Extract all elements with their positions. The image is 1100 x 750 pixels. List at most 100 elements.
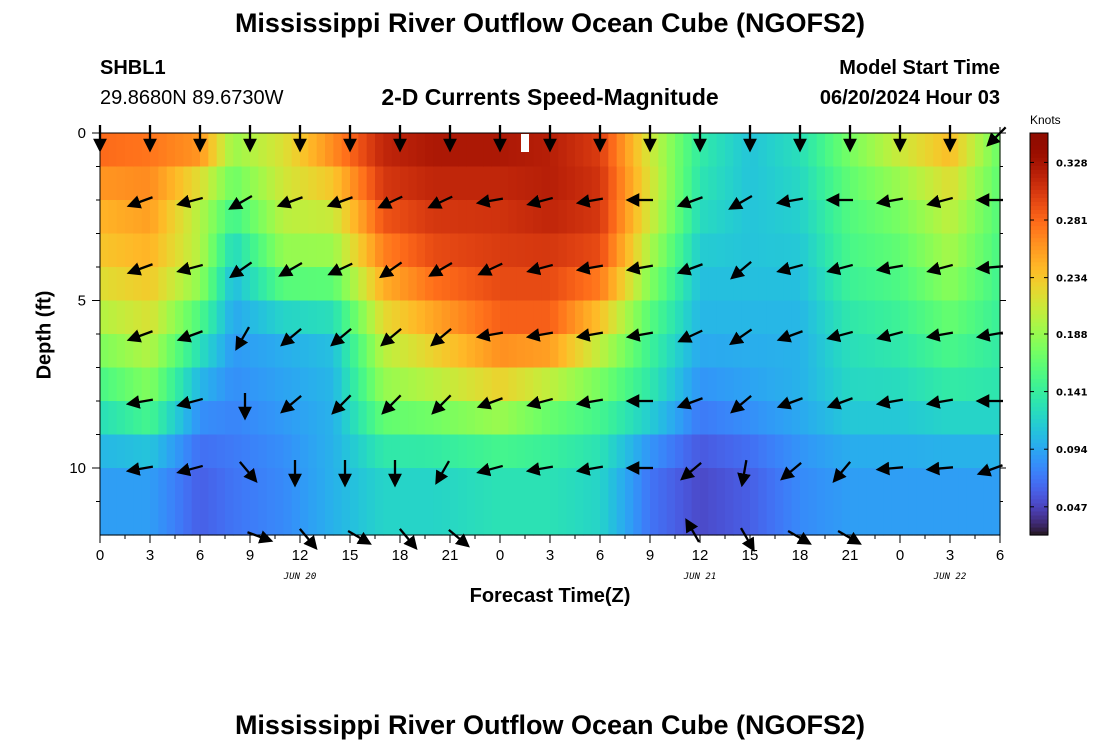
heatmap-cell (141, 267, 151, 302)
heatmap-cell (458, 200, 468, 235)
heatmap-cell (216, 468, 226, 503)
heatmap-cell (150, 468, 159, 503)
heatmap-cell (175, 300, 184, 335)
heatmap-cell (641, 434, 651, 469)
colorbar-swatch (1030, 217, 1048, 223)
heatmap-cell (466, 166, 476, 201)
heatmap-cell (791, 300, 801, 335)
heatmap-cell (916, 334, 926, 369)
heatmap-cell (183, 267, 193, 302)
heatmap-cell (991, 166, 1001, 201)
heatmap-cell (708, 334, 718, 369)
heatmap-cell (925, 166, 934, 201)
heatmap-cell (500, 501, 509, 536)
heatmap-cell (925, 501, 934, 536)
heatmap-cell (975, 501, 984, 536)
colorbar-tick-label: 0.094 (1056, 445, 1088, 456)
axes: 0 3 6 9 12 15 18 21 0 3 6 9 12 15 18 21 0 3 6 JUN 20 JUN 21 J… (69, 125, 1006, 582)
heatmap-cell (450, 267, 459, 302)
heatmap-cell (100, 367, 109, 402)
heatmap-cell (141, 434, 151, 469)
heatmap-cell (975, 166, 984, 201)
heatmap-cell (116, 367, 126, 402)
heatmap-cell (233, 367, 243, 402)
heatmap-cell (983, 300, 993, 335)
heatmap-cell (583, 233, 593, 268)
heatmap-cell (916, 166, 926, 201)
heatmap-cell (675, 401, 684, 436)
current-vector-arrow (235, 326, 250, 351)
heatmap-cell (558, 334, 568, 369)
heatmap-cell (750, 166, 759, 201)
heatmap-cell (208, 200, 218, 235)
heatmap-cell (666, 401, 676, 436)
current-vector-arrow (826, 396, 853, 410)
colorbar-swatch (1030, 334, 1048, 339)
heatmap-cell (625, 200, 634, 235)
heatmap-cell (166, 434, 176, 469)
heatmap-cell (675, 133, 684, 168)
heatmap-cell (216, 133, 226, 168)
heatmap-cell (983, 434, 993, 469)
heatmap-cell (533, 300, 543, 335)
current-vector-arrow (776, 261, 804, 276)
y-tick-label: 0 (78, 125, 86, 142)
heatmap-cell (508, 233, 518, 268)
heatmap-cell (175, 468, 184, 503)
heatmap-cell (950, 300, 959, 335)
heatmap-cell (200, 468, 209, 503)
x-tick-label: 3 (946, 547, 954, 564)
heatmap-cell (483, 367, 493, 402)
heatmap-cell (550, 233, 559, 268)
heatmap-cell (175, 501, 184, 536)
heatmap-cell (208, 267, 218, 302)
heatmap-cell (308, 334, 318, 369)
heatmap-cell (891, 200, 901, 235)
colorbar-swatch (1030, 462, 1048, 468)
heatmap-cell (150, 501, 159, 536)
heatmap-cell (875, 367, 884, 402)
heatmap-cell (858, 233, 868, 268)
heatmap-cell (616, 267, 626, 302)
heatmap-cell (675, 267, 684, 302)
heatmap-cell (150, 267, 159, 302)
heatmap-cell (433, 233, 443, 268)
heatmap-cell (866, 300, 876, 335)
colorbar-swatch (1030, 157, 1048, 162)
current-vector-arrow (126, 329, 153, 343)
heatmap-cell (466, 468, 476, 503)
heatmap-cell (966, 334, 976, 369)
colorbar-swatch (1030, 474, 1048, 480)
current-vector-arrow (377, 195, 403, 209)
heatmap-cell (491, 434, 501, 469)
heatmap-cell (191, 166, 201, 201)
heatmap-cell (483, 200, 493, 235)
heatmap-cell (883, 133, 893, 168)
heatmap-cell (825, 501, 834, 536)
heatmap-cell (508, 300, 518, 335)
heatmap-cell (691, 434, 701, 469)
heatmap-cell (500, 334, 509, 369)
heatmap-cell (316, 233, 326, 268)
heatmap-cell (791, 367, 801, 402)
heatmap-cell (508, 401, 518, 436)
heatmap-cell (350, 233, 359, 268)
heatmap-cell (633, 468, 643, 503)
colorbar: 0.047 0.094 0.141 0.188 0.234 0.281 0.328 (1029, 132, 1088, 536)
heatmap-cell (700, 267, 709, 302)
current-vector-arrow (676, 396, 703, 410)
heatmap-cell (533, 166, 543, 201)
heatmap-cell (883, 434, 893, 469)
heatmap-cell (450, 133, 459, 168)
heatmap-cell (466, 334, 476, 369)
x-tick-label: 21 (842, 547, 859, 564)
heatmap-cell (158, 401, 168, 436)
heatmap-cell (108, 267, 118, 302)
heatmap-cell (275, 334, 284, 369)
heatmap-cell (241, 334, 251, 369)
heatmap-cell (833, 133, 843, 168)
colorbar-swatch (1030, 410, 1048, 415)
heatmap-cell (816, 267, 826, 302)
heatmap-cell (233, 133, 243, 168)
heatmap-cell (950, 334, 959, 369)
